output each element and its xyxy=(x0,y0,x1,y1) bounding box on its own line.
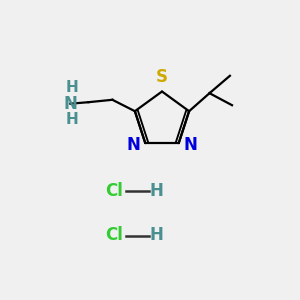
Text: N: N xyxy=(64,95,77,113)
Text: N: N xyxy=(183,136,197,154)
Text: Cl: Cl xyxy=(105,226,123,244)
Text: S: S xyxy=(156,68,168,86)
Text: N: N xyxy=(127,136,141,154)
Text: H: H xyxy=(149,226,163,244)
Text: Cl: Cl xyxy=(105,182,123,200)
Text: H: H xyxy=(65,80,78,95)
Text: H: H xyxy=(149,182,163,200)
Text: H: H xyxy=(65,112,78,127)
